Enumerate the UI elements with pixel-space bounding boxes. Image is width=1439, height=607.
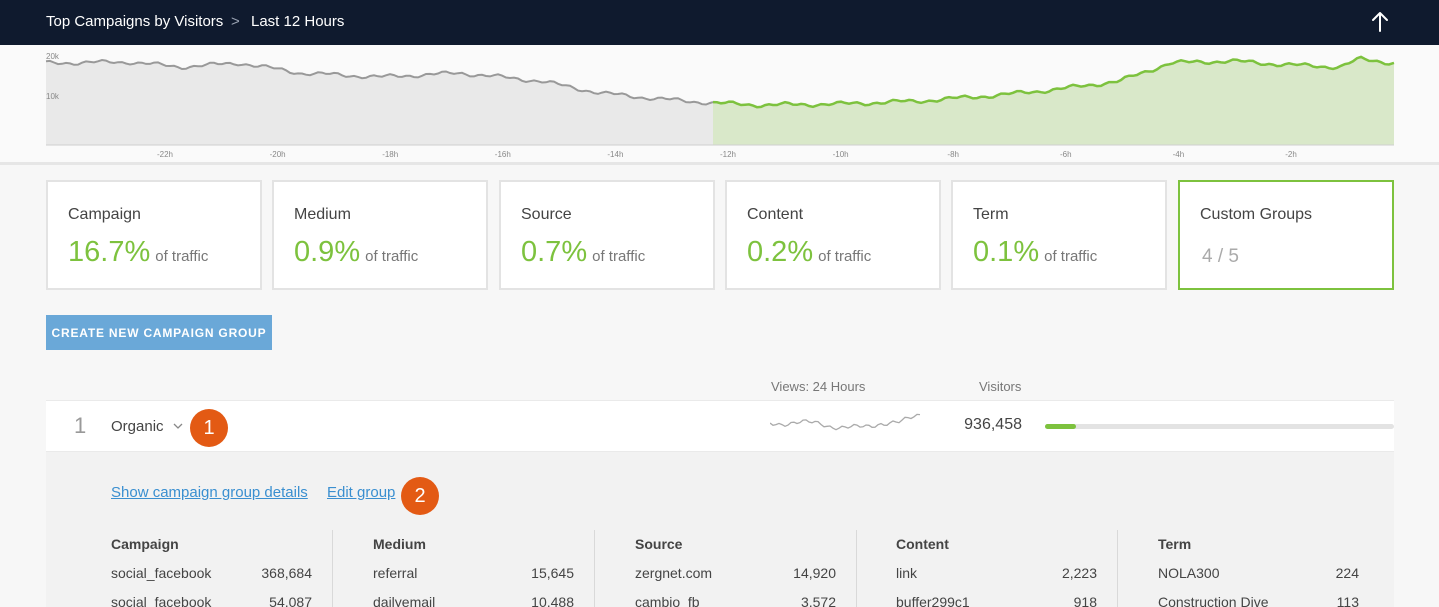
dimension-row[interactable]: buffer299c1 918 bbox=[896, 594, 1097, 607]
group-details-panel: Show campaign group details Edit group C… bbox=[46, 452, 1394, 607]
dimension-title: Source bbox=[635, 536, 683, 552]
row-group-name[interactable]: Organic bbox=[111, 418, 164, 435]
timeline-y-label: 10k bbox=[46, 92, 60, 101]
card-percent: 0.7% of traffic bbox=[521, 236, 646, 268]
dimension-column-campaign: Campaign social_facebook 368,684 social_f… bbox=[111, 530, 333, 607]
dimension-row[interactable]: zergnet.com 14,920 bbox=[635, 565, 836, 581]
card-percent: 16.7% of traffic bbox=[68, 236, 209, 268]
breadcrumb-separator: > bbox=[231, 13, 240, 30]
timeline-current-line bbox=[712, 55, 1395, 109]
timeline-x-label: -20h bbox=[270, 150, 286, 159]
chevron-down-icon[interactable] bbox=[173, 423, 183, 430]
timeline-chart-band: 20k 10k -22h -20h -18h -16h -14h -12h -10h -8h -… bbox=[0, 45, 1439, 165]
dimension-column-content: Content link 2,223 buffer299c1 918 bbox=[896, 530, 1118, 607]
dimension-row[interactable]: social_facebook 54,087 bbox=[111, 594, 312, 607]
dimension-column-medium: Medium referral 15,645 dailyemail 10,488 bbox=[373, 530, 595, 607]
timeline-x-label: -22h bbox=[157, 150, 173, 159]
dimension-row[interactable]: dailyemail 10,488 bbox=[373, 594, 574, 607]
timeline-y-label: 20k bbox=[46, 52, 60, 61]
card-label: Content bbox=[747, 206, 804, 223]
create-campaign-group-button[interactable]: CREATE NEW CAMPAIGN GROUP bbox=[46, 315, 272, 350]
card-term[interactable]: Term 0.1% of traffic bbox=[951, 180, 1167, 290]
card-percent: 0.1% of traffic bbox=[973, 236, 1098, 268]
timeline-past-area bbox=[46, 60, 713, 145]
show-details-link[interactable]: Show campaign group details bbox=[111, 484, 308, 501]
dimension-row[interactable]: link 2,223 bbox=[896, 565, 1097, 581]
timeline-chart[interactable]: 20k 10k -22h -20h -18h -16h -14h -12h -10h -8h -… bbox=[0, 45, 1439, 163]
timeline-x-label: -18h bbox=[382, 150, 398, 159]
row-share-bar bbox=[1045, 424, 1394, 429]
dimension-row[interactable]: NOLA300 224 bbox=[1158, 565, 1359, 581]
annotation-badge: 1 bbox=[190, 409, 228, 447]
custom-groups-count: 4 / 5 bbox=[1202, 246, 1239, 267]
breadcrumb-time-range[interactable]: Last 12 Hours bbox=[251, 13, 345, 30]
card-medium[interactable]: Medium 0.9% of traffic bbox=[272, 180, 488, 290]
timeline-current-area bbox=[713, 56, 1394, 145]
timeline-x-label: -2h bbox=[1285, 150, 1297, 159]
card-label: Custom Groups bbox=[1200, 206, 1313, 223]
card-custom-groups[interactable]: Custom Groups 4 / 5 bbox=[1178, 180, 1394, 290]
dimension-column-source: Source zergnet.com 14,920 cambio_fb 3,572 bbox=[635, 530, 857, 607]
top-bar: Top Campaigns by Visitors > Last 12 Hour… bbox=[0, 0, 1439, 45]
edit-group-link[interactable]: Edit group bbox=[327, 484, 396, 501]
annotation-badge: 2 bbox=[401, 477, 439, 515]
timeline-x-label: -8h bbox=[947, 150, 959, 159]
dimension-title: Content bbox=[896, 536, 949, 552]
timeline-past-line bbox=[45, 58, 714, 106]
card-content[interactable]: Content 0.2% of traffic bbox=[725, 180, 941, 290]
row-sparkline bbox=[770, 413, 921, 431]
card-label: Term bbox=[973, 206, 1009, 223]
dimension-title: Medium bbox=[373, 536, 426, 552]
card-label: Source bbox=[521, 206, 572, 223]
card-label: Medium bbox=[294, 206, 351, 223]
timeline-x-label: -12h bbox=[720, 150, 736, 159]
column-header-visitors: Visitors bbox=[979, 379, 1022, 394]
card-source[interactable]: Source 0.7% of traffic bbox=[499, 180, 715, 290]
row-rank: 1 bbox=[74, 413, 87, 438]
breadcrumb-title[interactable]: Top Campaigns by Visitors bbox=[46, 13, 224, 30]
arrow-up-icon[interactable] bbox=[1368, 10, 1392, 34]
card-percent: 0.9% of traffic bbox=[294, 236, 419, 268]
card-campaign[interactable]: Campaign 16.7% of traffic bbox=[46, 180, 262, 290]
dimension-row[interactable]: cambio_fb 3,572 bbox=[635, 594, 836, 607]
timeline-x-label: -16h bbox=[495, 150, 511, 159]
campaign-group-row[interactable]: 1 Organic 936,458 bbox=[46, 400, 1394, 452]
timeline-x-label: -4h bbox=[1173, 150, 1185, 159]
column-header-views: Views: 24 Hours bbox=[771, 379, 866, 394]
dimension-title: Term bbox=[1158, 536, 1192, 552]
timeline-x-label: -10h bbox=[833, 150, 849, 159]
timeline-x-label: -14h bbox=[607, 150, 623, 159]
dimension-row[interactable]: social_facebook 368,684 bbox=[111, 565, 312, 581]
timeline-x-label: -6h bbox=[1060, 150, 1072, 159]
dimension-row[interactable]: referral 15,645 bbox=[373, 565, 574, 581]
row-share-bar-fill bbox=[1045, 424, 1077, 429]
dimension-column-term: Term NOLA300 224 Construction Dive 113 bbox=[1158, 530, 1380, 607]
card-percent: 0.2% of traffic bbox=[747, 236, 872, 268]
dimension-row[interactable]: Construction Dive 113 bbox=[1158, 594, 1359, 607]
card-label: Campaign bbox=[68, 206, 141, 223]
row-visitors: 936,458 bbox=[964, 416, 1022, 433]
dimension-title: Campaign bbox=[111, 536, 179, 552]
